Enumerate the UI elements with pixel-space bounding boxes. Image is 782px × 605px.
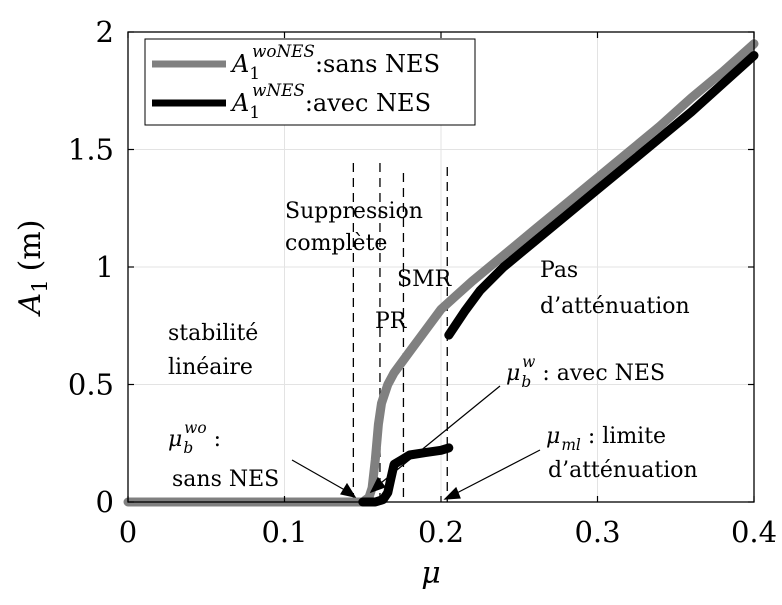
- x-axis-label: μ: [421, 556, 441, 591]
- legend-box: [144, 38, 476, 126]
- mub-w-sub: b: [521, 373, 531, 391]
- x-tick-label-1: 0.1: [261, 515, 307, 549]
- annotation-mub-wo: μb wo :: [168, 419, 221, 457]
- legend-w-sub: 1: [249, 102, 260, 122]
- legend-w-text: :avec NES: [305, 89, 431, 117]
- series-sans-nes-line: [123, 39, 759, 507]
- y-tick-label-1: 0.5: [68, 368, 114, 402]
- x-tick-label-3: 0.3: [574, 515, 620, 549]
- mub-wo-sup: wo: [184, 419, 206, 437]
- mub-w-symbol: μ: [506, 361, 520, 386]
- arrow-mub-wo: [291, 459, 351, 494]
- ticks: [127, 31, 755, 503]
- mub-w-text: : avec NES: [535, 361, 665, 386]
- annotation-smr: SMR: [397, 267, 453, 292]
- svg-text:A1(m): A1 (m): [13, 220, 52, 318]
- annotation-pr: PR: [375, 309, 408, 334]
- y-axis-label-unit: (m): [13, 220, 48, 272]
- y-axis-label-symbol: A: [13, 293, 48, 318]
- series-avec-nes-segment-1: [444, 51, 759, 340]
- legend-label-w: A1wNES:avec NES: [230, 80, 431, 122]
- y-axis-label: A1 (m): [13, 220, 52, 318]
- muml-text: : limite: [581, 424, 666, 449]
- legend-w-symbol: A: [230, 89, 249, 117]
- mub-wo-text: :: [207, 427, 221, 452]
- mub-wo-sub: b: [183, 439, 193, 457]
- y-tick-label-0: 0: [96, 485, 114, 519]
- legend: A1woNES:sans NES A1wNES:avec NES: [144, 38, 476, 126]
- muml-sub: ml: [561, 436, 581, 454]
- series-lines: [123, 39, 759, 507]
- x-tick-label-4: 0.4: [731, 515, 777, 549]
- annotation-muml-line2: d’atténuation: [548, 458, 698, 483]
- tick-labels: 0 0.1 0.2 0.3 0.4 0 0.5 1 1.5 2: [68, 15, 777, 549]
- annotation-pas-line1: Pas: [540, 258, 578, 283]
- annotation-pas-line2: d’atténuation: [540, 294, 690, 319]
- arrow-mub-wo-head: [340, 482, 357, 498]
- legend-label-wo: A1woNES:sans NES: [230, 41, 440, 83]
- legend-wo-sub: 1: [249, 63, 260, 83]
- legend-w-sup: wNES: [252, 80, 305, 100]
- legend-wo-sup: woNES: [252, 41, 315, 61]
- x-tick-label-2: 0.2: [418, 515, 464, 549]
- x-tick-label-0: 0: [119, 515, 137, 549]
- y-tick-label-2: 1: [96, 250, 114, 284]
- annotation-mub-wo-line2: sans NES: [172, 467, 279, 492]
- legend-wo-text: :sans NES: [315, 50, 440, 78]
- annotation-mub-w: μbw : avec NES: [506, 353, 665, 391]
- arrow-muml: [450, 449, 541, 497]
- arrow-mub-w-head: [369, 476, 386, 494]
- mub-wo-symbol: μ: [168, 427, 182, 452]
- mub-w-sup: w: [522, 353, 535, 371]
- arrow-mub-w: [375, 385, 501, 488]
- y-tick-label-3: 1.5: [68, 133, 114, 167]
- y-tick-label-4: 2: [96, 15, 114, 49]
- annotation-suppression-line2: complète: [285, 231, 387, 256]
- muml-symbol: μ: [546, 424, 560, 449]
- annotation-suppression-line1: Suppression: [285, 199, 423, 224]
- arrow-muml-head: [443, 486, 461, 500]
- annotation-muml: μml : limite: [546, 424, 666, 454]
- legend-wo-symbol: A: [230, 50, 249, 78]
- series-avec-nes-segment-0: [358, 443, 454, 507]
- y-axis-label-subscript: 1: [28, 279, 52, 292]
- annotation-stabilite-line2: linéaire: [168, 355, 253, 380]
- annotation-arrows: [291, 385, 541, 500]
- annotation-stabilite-line1: stabilité: [168, 321, 258, 346]
